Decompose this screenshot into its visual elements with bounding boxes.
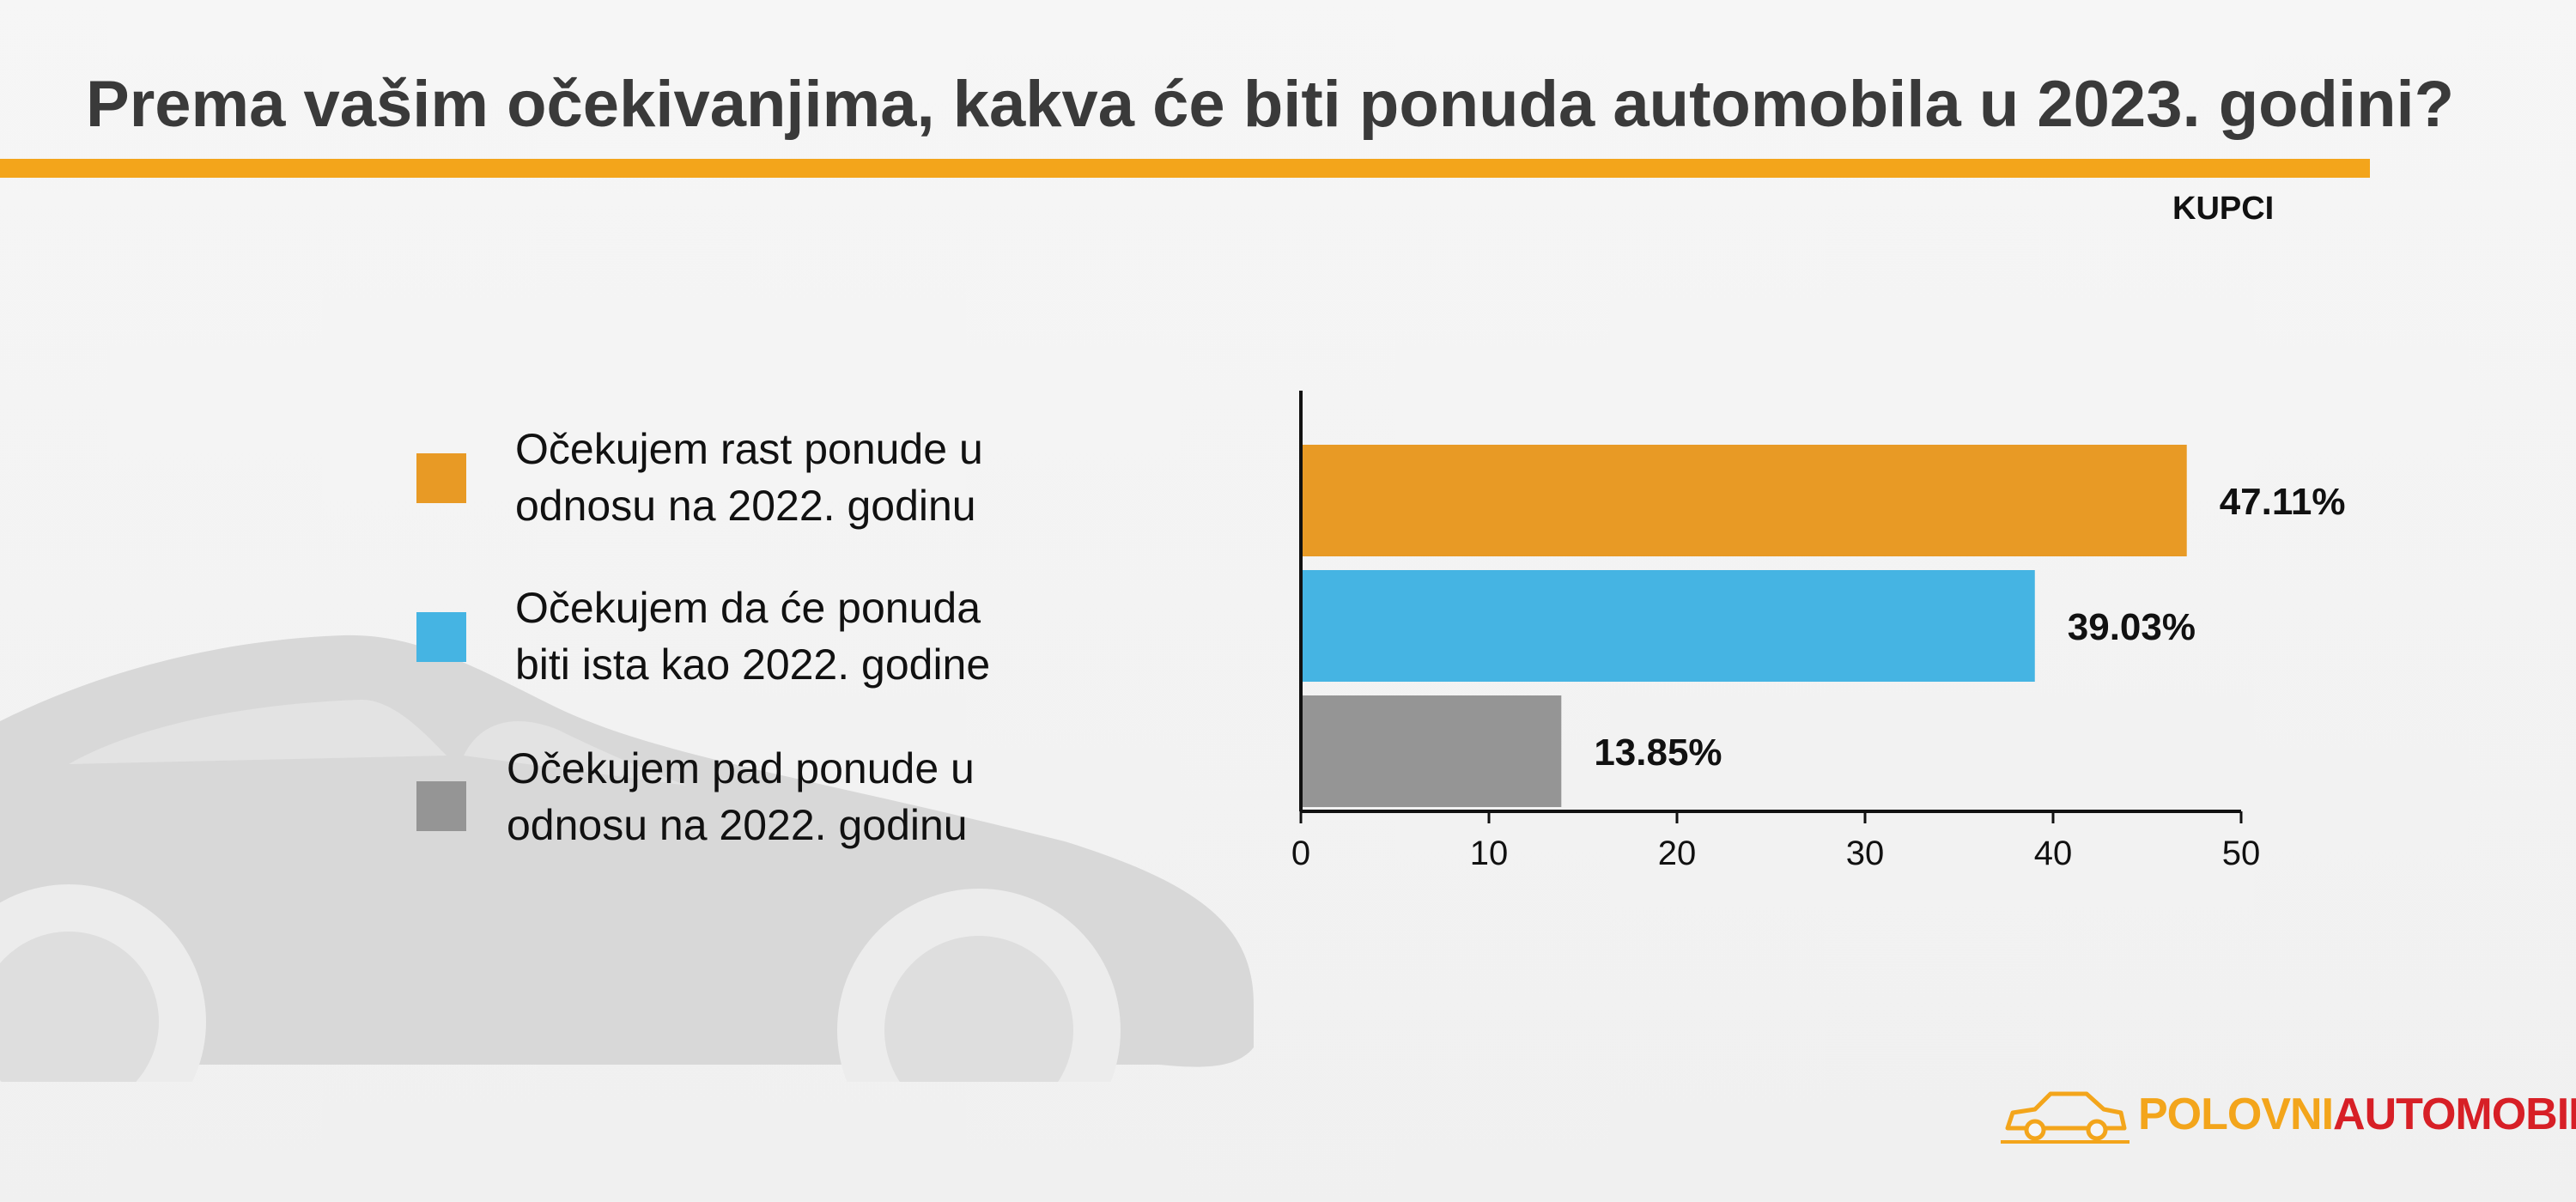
logo-part-polovni: POLOVNI [2138,1090,2334,1139]
x-tick-label: 40 [2034,835,2073,872]
x-tick-label: 30 [1846,835,1885,872]
bar-value-label: 47.11% [2220,481,2346,523]
x-tick-label: 20 [1658,835,1697,872]
x-tick-label: 10 [1470,835,1509,872]
legend-label: Očekujem da će ponuda biti ista kao 2022… [515,584,991,689]
respondent-group-label: KUPCI [2172,191,2275,227]
x-tick-label: 0 [1291,835,1310,872]
bar-value-label: 39.03% [2068,606,2196,648]
bar [1301,695,1562,807]
legend-label: Očekujem rast ponude u odnosu na 2022. g… [515,425,983,530]
logo-wordmark: POLOVNIAUTOMOBILI [2138,1089,2576,1140]
car-logo-icon [2001,1091,2129,1144]
polovniautomobili-logo: POLOVNIAUTOMOBILI [2001,1080,2576,1149]
page-title: Prema vašim očekivanjima, kakva će biti … [86,68,2455,141]
bar [1301,445,2187,556]
legend-swatch-blue [416,612,466,662]
title-underline [0,159,2370,178]
legend-swatch-orange [416,453,466,503]
x-tick-label: 50 [2222,835,2261,872]
bar-value-label: 13.85% [1594,732,1722,774]
logo-part-automobili: AUTOMOBILI [2333,1090,2576,1139]
bar [1301,570,2035,682]
legend-label: Očekujem pad ponude u odnosu na 2022. go… [507,744,975,849]
car-silhouette-background [0,634,1254,1082]
legend-swatch-gray [416,781,466,831]
